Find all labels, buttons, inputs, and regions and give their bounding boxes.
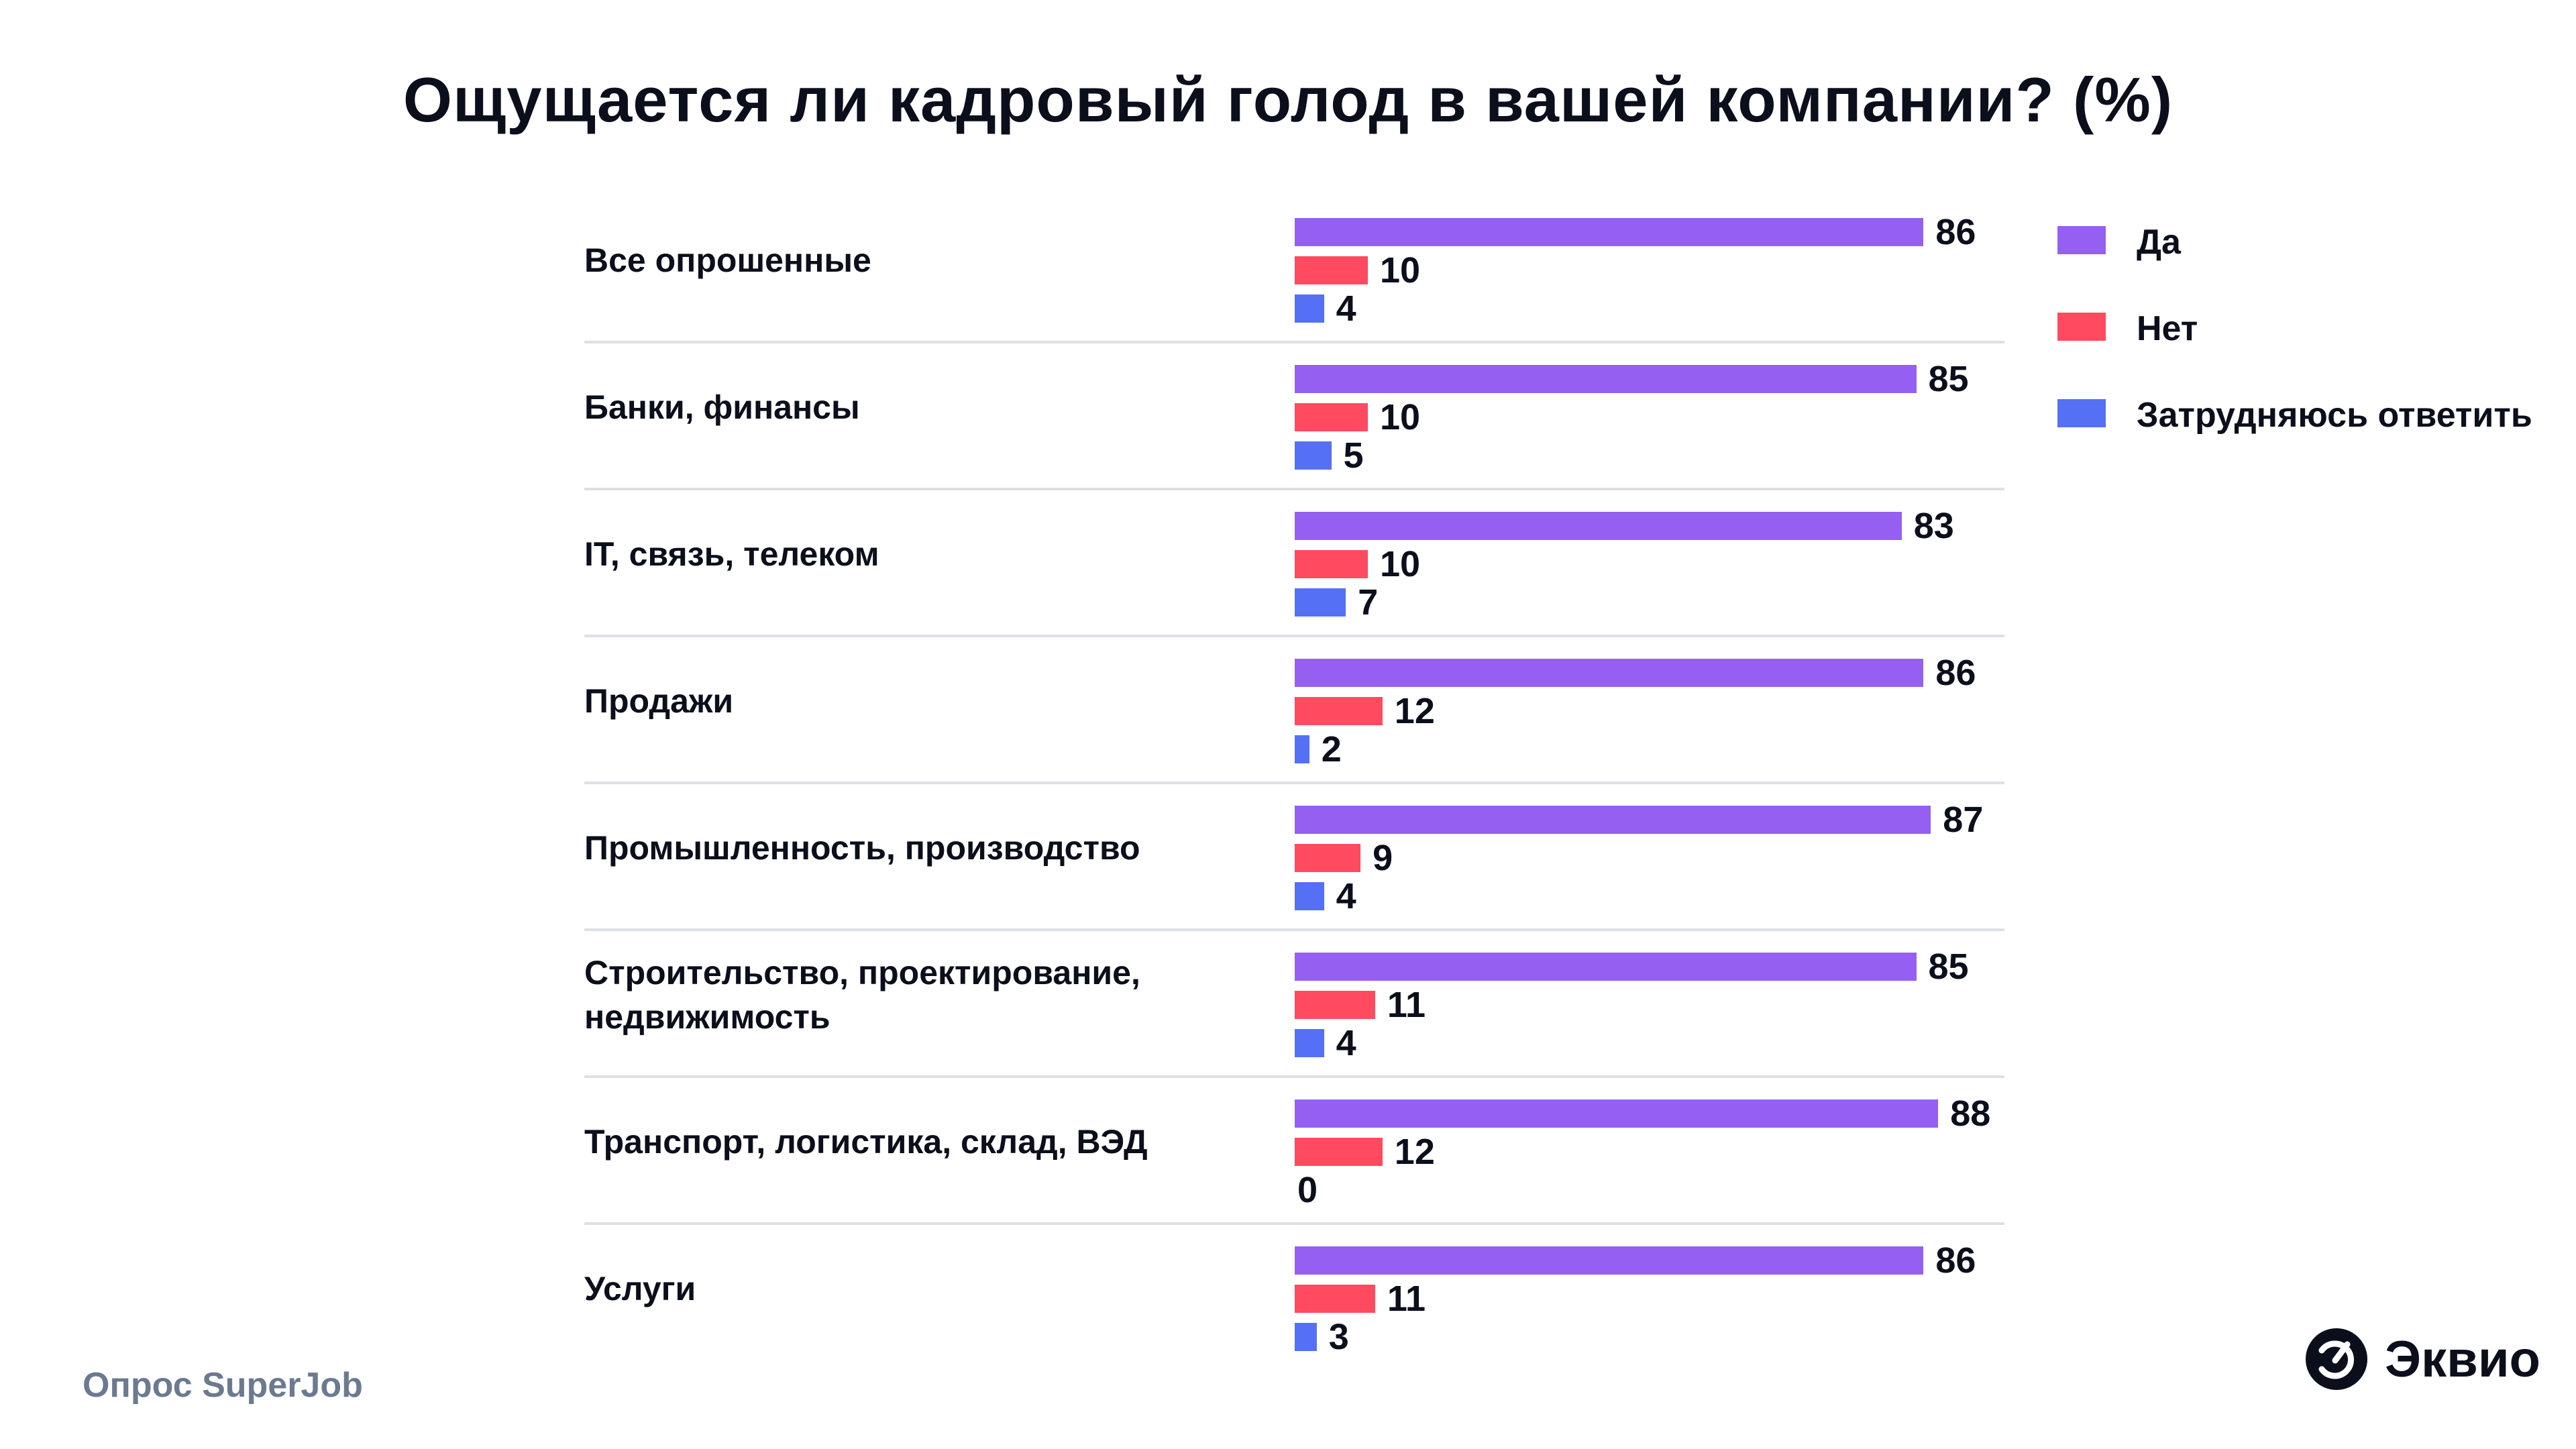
bar-yes bbox=[1295, 953, 1917, 981]
value-label: 88 bbox=[1950, 1093, 1991, 1134]
value-label: 12 bbox=[1394, 1132, 1435, 1172]
group-separator bbox=[584, 488, 2004, 490]
category-label: Все опрошенные bbox=[584, 241, 871, 279]
category-label: IT, связь, телеком bbox=[584, 535, 879, 573]
logo-icon bbox=[2306, 1328, 2367, 1390]
legend-label: Да bbox=[2137, 223, 2181, 262]
value-label: 4 bbox=[1336, 876, 1356, 916]
legend-swatch bbox=[2057, 399, 2106, 427]
bar-no bbox=[1295, 550, 1368, 578]
group-separator bbox=[584, 341, 2004, 343]
bar-yes bbox=[1295, 365, 1917, 393]
category-label: Банки, финансы bbox=[584, 388, 860, 426]
group-separator bbox=[584, 1075, 2004, 1078]
bar-no bbox=[1295, 991, 1375, 1019]
value-label: 83 bbox=[1913, 506, 1954, 546]
bar-unsure bbox=[1295, 588, 1346, 616]
bar-unsure bbox=[1295, 1029, 1324, 1057]
value-label: 86 bbox=[1935, 653, 1976, 693]
logo: Эквио bbox=[2306, 1328, 2540, 1390]
category-label: Услуги bbox=[584, 1270, 696, 1307]
group-separator bbox=[584, 928, 2004, 931]
value-label: 10 bbox=[1380, 544, 1421, 584]
bar-unsure bbox=[1295, 1323, 1317, 1351]
bar-unsure bbox=[1295, 735, 1309, 763]
source-note: Опрос SuperJob bbox=[83, 1366, 363, 1405]
value-label: 12 bbox=[1394, 691, 1435, 731]
category-label: Промышленность, производство bbox=[584, 829, 1140, 867]
value-label: 3 bbox=[1328, 1317, 1349, 1357]
legend-swatch bbox=[2057, 313, 2106, 341]
bar-unsure bbox=[1295, 294, 1324, 323]
legend-label: Нет bbox=[2137, 309, 2198, 348]
legend-label: Затрудняюсь ответить bbox=[2137, 396, 2532, 435]
value-label: 10 bbox=[1380, 250, 1421, 290]
value-label: 87 bbox=[1943, 800, 1984, 840]
bar-yes bbox=[1295, 218, 1924, 246]
value-label: 4 bbox=[1336, 288, 1356, 329]
value-label: 5 bbox=[1343, 435, 1364, 476]
bar-no bbox=[1295, 697, 1383, 725]
bar-yes bbox=[1295, 659, 1924, 687]
value-label: 11 bbox=[1387, 1279, 1426, 1319]
value-label: 86 bbox=[1935, 1240, 1976, 1281]
value-label: 10 bbox=[1380, 397, 1421, 437]
bar-unsure bbox=[1295, 882, 1324, 910]
value-label: 85 bbox=[1928, 947, 1969, 987]
chart-title: Ощущается ли кадровый голод в вашей комп… bbox=[402, 64, 2174, 135]
category-label: Строительство, проектирование, недвижимо… bbox=[584, 954, 1140, 1036]
bar-no bbox=[1295, 1138, 1383, 1166]
group-separator bbox=[584, 1222, 2004, 1225]
bar-yes bbox=[1295, 806, 1931, 834]
bar-yes bbox=[1295, 1099, 1939, 1128]
legend-swatch bbox=[2057, 226, 2106, 254]
category-label: Продажи bbox=[584, 682, 734, 720]
bar-no bbox=[1295, 256, 1368, 284]
value-label: 2 bbox=[1321, 729, 1342, 769]
bar-yes bbox=[1295, 1246, 1924, 1275]
value-label: 9 bbox=[1373, 838, 1393, 878]
value-label: 7 bbox=[1358, 582, 1379, 623]
category-label: Транспорт, логистика, склад, ВЭД bbox=[584, 1123, 1148, 1161]
bar-no bbox=[1295, 403, 1368, 431]
value-label: 11 bbox=[1387, 985, 1426, 1025]
value-label: 86 bbox=[1935, 212, 1976, 252]
bar-no bbox=[1295, 1285, 1375, 1313]
bar-yes bbox=[1295, 512, 1902, 540]
group-separator bbox=[584, 635, 2004, 637]
group-separator bbox=[584, 782, 2004, 784]
value-label: 4 bbox=[1336, 1023, 1356, 1063]
value-label: 85 bbox=[1928, 359, 1969, 399]
value-label: 0 bbox=[1297, 1170, 1318, 1210]
bar-no bbox=[1295, 844, 1361, 872]
bar-unsure bbox=[1295, 441, 1332, 470]
logo-text: Эквио bbox=[2385, 1330, 2540, 1388]
